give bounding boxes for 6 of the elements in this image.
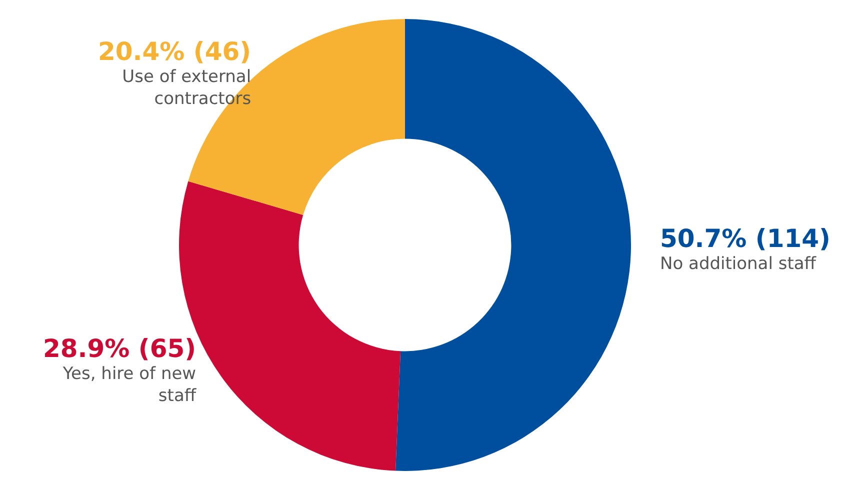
data-label: 50.7% (114): [660, 224, 830, 253]
data-label: 20.4% (46): [98, 37, 252, 66]
donut-slice: [396, 19, 631, 471]
slice-label: Yes, hire of new staff: [62, 364, 198, 406]
slice-label: No additional staff: [660, 254, 818, 274]
data-label: 28.9% (65): [43, 334, 196, 363]
